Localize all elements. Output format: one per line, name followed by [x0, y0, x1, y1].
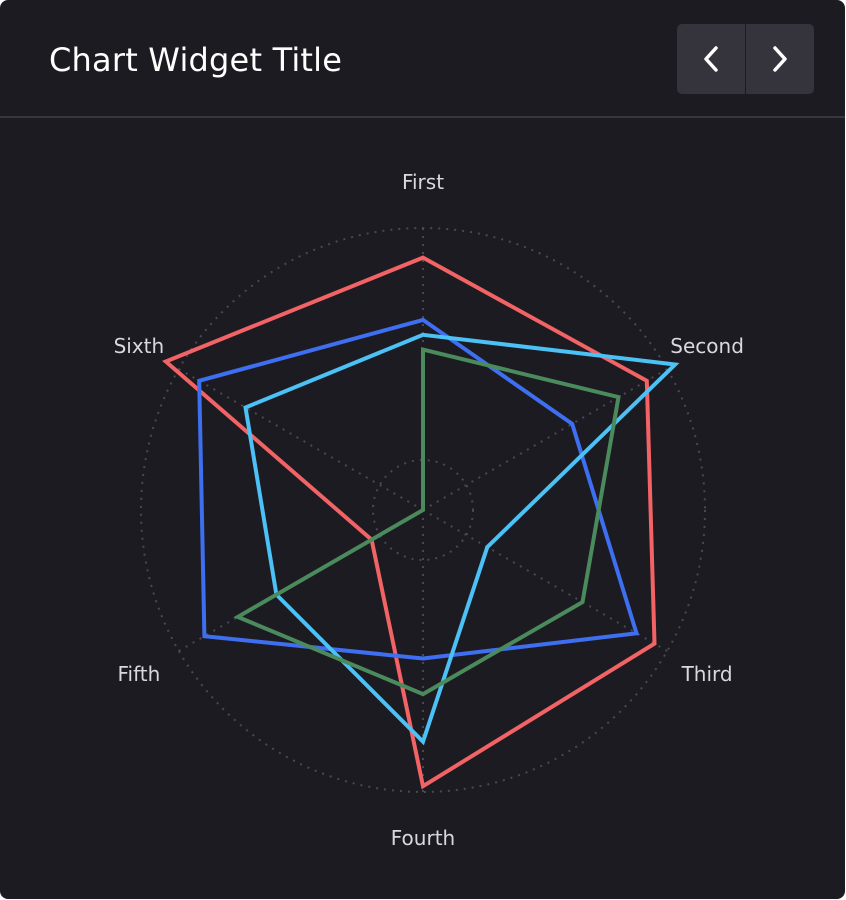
series-4-polygon [233, 347, 621, 697]
axis-labels: First Second Third Fourth Fifth Sixth [114, 170, 744, 850]
radar-chart: First Second Third Fourth Fifth Sixth [0, 118, 845, 899]
axis-label-fifth: Fifth [117, 662, 160, 686]
grid-spoke [178, 368, 424, 511]
axis-label-sixth: Sixth [114, 334, 165, 358]
grid-ring-inner [372, 459, 474, 561]
axis-label-second: Second [670, 334, 744, 358]
axis-label-first: First [402, 170, 444, 194]
button-divider [745, 24, 746, 94]
chevron-left-icon [704, 46, 718, 72]
series-1-polygon [162, 255, 657, 790]
previous-button[interactable] [677, 24, 745, 94]
series-2-polygon [197, 317, 640, 661]
grid-ring-outer [140, 227, 706, 793]
next-button[interactable] [746, 24, 814, 94]
series-layer [162, 255, 680, 790]
axis-label-third: Third [681, 662, 733, 686]
grid [140, 227, 706, 793]
radar-chart-svg: First Second Third Fourth Fifth Sixth [114, 170, 744, 850]
widget-header: Chart Widget Title [0, 0, 845, 118]
series-3-polygon [243, 332, 680, 746]
widget-title: Chart Widget Title [49, 41, 343, 79]
pagination-controls [677, 24, 814, 94]
axis-label-fourth: Fourth [391, 826, 455, 850]
chevron-right-icon [773, 46, 787, 72]
